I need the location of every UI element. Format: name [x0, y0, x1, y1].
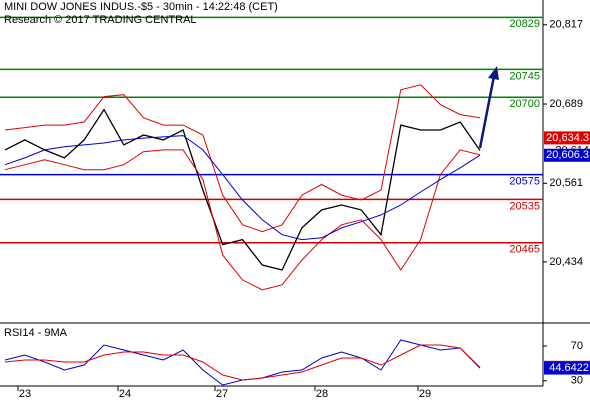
x-tick-label: 23 — [19, 388, 31, 400]
forecast-arrow — [478, 75, 496, 149]
level-label: 20700 — [509, 98, 540, 110]
x-tick-label: 24 — [119, 388, 131, 400]
level-label: 20535 — [509, 200, 540, 212]
y-tick-label: 70 — [571, 340, 583, 352]
price-label-box — [544, 148, 590, 162]
y-tick-label: 20,817 — [549, 19, 583, 31]
y-tick-label: 20,434 — [549, 256, 583, 268]
x-tick-label: 29 — [419, 388, 431, 400]
x-tick-label: 28 — [316, 388, 328, 400]
level-label: 20575 — [509, 176, 540, 188]
arrow-head — [488, 66, 499, 80]
level-label: 20465 — [509, 244, 540, 256]
y-tick-label: 20,561 — [549, 177, 583, 189]
plot: 20,817 20,689 20,561 20,434 20829 20745 20700 2… — [0, 16, 590, 400]
pane-title: RSI14 - 9MA — [4, 327, 68, 339]
y-tick-label: 20,689 — [549, 98, 583, 110]
chart-subtitle: Research © 2017 TRADING CENTRAL — [4, 14, 197, 26]
series-line — [4, 149, 481, 291]
price-label: 20,634.3 — [546, 132, 589, 144]
price-label-box — [544, 131, 590, 145]
series-line — [4, 135, 481, 241]
chart-title: MINI DOW JONES INDUS.-$5 - 30min - 14:22… — [4, 1, 278, 13]
level-label: 20745 — [509, 70, 540, 82]
price-label: 44.6422 — [549, 362, 589, 374]
series-line — [4, 108, 481, 271]
price-label: 20,606.3 — [546, 149, 589, 161]
level-label: 20829 — [509, 18, 540, 30]
y-tick-label: 30 — [571, 375, 583, 387]
price-label-box — [544, 361, 590, 375]
x-tick-label: 27 — [216, 388, 228, 400]
series-line — [4, 344, 481, 381]
series-line — [4, 84, 481, 233]
